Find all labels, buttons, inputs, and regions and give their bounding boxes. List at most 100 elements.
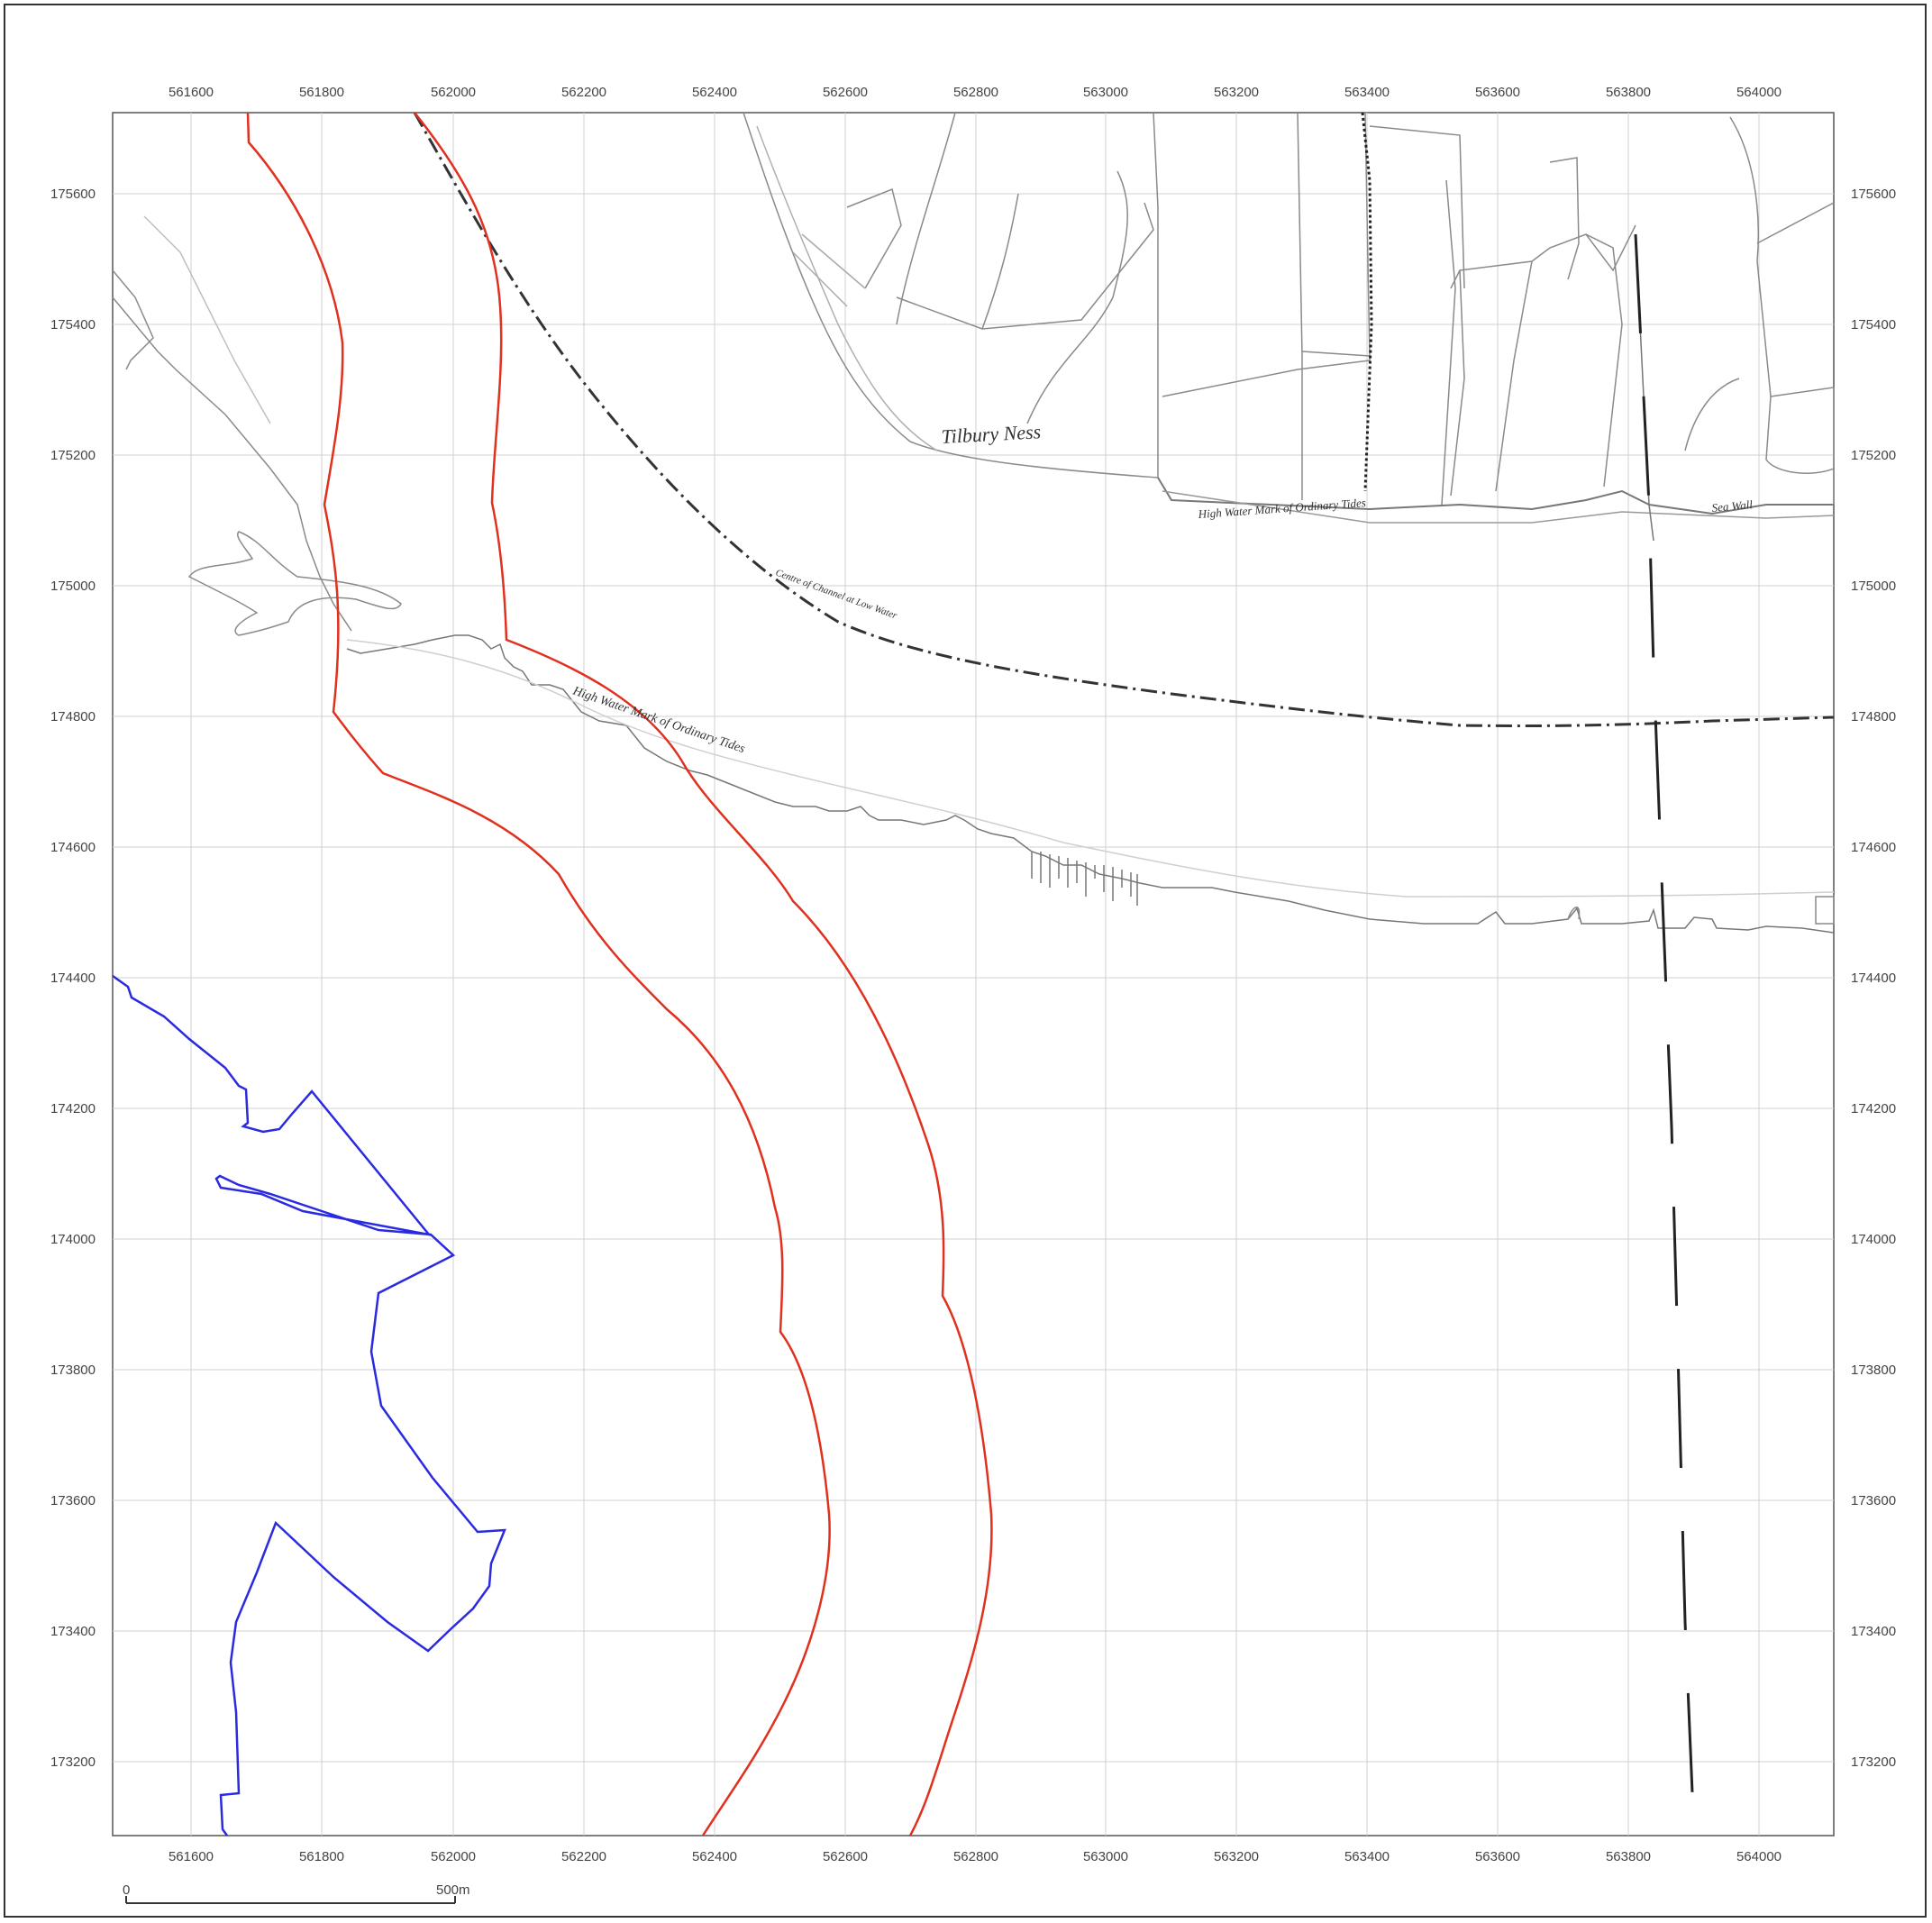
y-tick-right: 173400 xyxy=(1851,1624,1896,1639)
map-area xyxy=(112,112,1835,1836)
blue-boundary xyxy=(112,974,506,1836)
field-boundary xyxy=(1684,378,1740,451)
map-frame xyxy=(4,4,1927,1918)
x-tick-top: 562600 xyxy=(823,85,868,100)
north-hwm-line xyxy=(1162,490,1835,524)
y-tick-right: 174400 xyxy=(1851,971,1896,986)
x-tick-bottom: 563000 xyxy=(1083,1849,1128,1864)
x-tick-bottom: 562600 xyxy=(823,1849,868,1864)
field-boundary xyxy=(1765,396,1835,474)
field-boundary xyxy=(1549,157,1580,280)
sea-wall-label: Sea Wall xyxy=(1711,497,1754,515)
x-tick-bottom: 564000 xyxy=(1736,1849,1782,1864)
x-tick-top: 563400 xyxy=(1344,85,1390,100)
field-boundary xyxy=(1585,233,1623,488)
field-boundary xyxy=(1026,170,1128,424)
x-tick-top: 562200 xyxy=(561,85,606,100)
hatched-area xyxy=(792,251,848,307)
y-tick-left: 173400 xyxy=(50,1624,96,1639)
x-tick-bottom: 563800 xyxy=(1606,1849,1651,1864)
boundary-dotted-line xyxy=(1361,112,1373,492)
field-boundary xyxy=(1297,112,1303,500)
x-tick-top: 564000 xyxy=(1736,85,1782,100)
red-boundary-west xyxy=(246,112,831,1836)
field-boundary xyxy=(1162,112,1371,397)
x-tick-bottom: 562000 xyxy=(431,1849,476,1864)
y-tick-right: 173200 xyxy=(1851,1754,1896,1770)
blue-boundary-line xyxy=(112,974,506,1836)
y-tick-right: 174600 xyxy=(1851,840,1896,855)
base-map-features xyxy=(743,112,1835,542)
y-tick-right: 175400 xyxy=(1851,317,1896,333)
y-tick-left: 175200 xyxy=(50,448,96,463)
y-tick-right: 175000 xyxy=(1851,579,1896,594)
east-structure xyxy=(1815,896,1835,925)
field-boundary xyxy=(1153,112,1159,478)
y-tick-left: 174600 xyxy=(50,840,96,855)
x-tick-top: 562800 xyxy=(953,85,998,100)
field-boundary xyxy=(981,193,1019,330)
x-tick-bottom: 563400 xyxy=(1344,1849,1390,1864)
bottom-x-axis: 561600 561800 562000 562200 562400 56260… xyxy=(169,1849,1782,1864)
north-sea-wall xyxy=(1157,477,1834,515)
dashed-boundary-line xyxy=(1634,233,1696,1836)
y-tick-left: 175400 xyxy=(50,317,96,333)
groynes xyxy=(1031,852,1138,906)
western-shore xyxy=(112,296,352,632)
y-tick-left: 173800 xyxy=(50,1363,96,1378)
x-tick-bottom: 562400 xyxy=(692,1849,737,1864)
west-jetty xyxy=(112,215,1835,934)
x-tick-bottom: 562800 xyxy=(953,1849,998,1864)
y-tick-right: 173600 xyxy=(1851,1493,1896,1508)
field-boundary xyxy=(846,187,902,289)
field-boundary xyxy=(1369,125,1465,289)
place-name-label: Tilbury Ness xyxy=(941,420,1042,448)
y-tick-right: 174000 xyxy=(1851,1232,1896,1247)
field-boundary xyxy=(1495,260,1533,492)
y-tick-right: 174800 xyxy=(1851,709,1896,725)
y-tick-right: 175200 xyxy=(1851,448,1896,463)
channel-centre-line xyxy=(413,112,1835,727)
field-boundary xyxy=(1450,269,1465,497)
x-tick-top: 563800 xyxy=(1606,85,1651,100)
x-tick-top: 562000 xyxy=(431,85,476,100)
scale-start-label: 0 xyxy=(123,1882,130,1898)
x-tick-top: 563000 xyxy=(1083,85,1128,100)
y-tick-left: 175000 xyxy=(50,579,96,594)
x-tick-top: 561800 xyxy=(299,85,344,100)
small-inlet xyxy=(1567,907,1581,920)
x-tick-top: 563600 xyxy=(1475,85,1520,100)
y-tick-left: 174400 xyxy=(50,971,96,986)
x-tick-bottom: 563200 xyxy=(1214,1849,1259,1864)
red-boundary-east xyxy=(414,112,993,1836)
hatched-area xyxy=(801,233,866,289)
scale-end-label: 500m xyxy=(436,1882,470,1898)
north-shore-line xyxy=(743,112,1159,478)
left-y-axis: 175600 175400 175200 175000 174800 17460… xyxy=(50,187,96,1770)
field-boundary xyxy=(1301,351,1371,357)
south-hwm-line xyxy=(346,639,1835,898)
field-boundary xyxy=(1441,179,1456,506)
x-tick-bottom: 561600 xyxy=(169,1849,214,1864)
north-shore-inner xyxy=(756,125,938,451)
x-tick-top: 561600 xyxy=(169,85,214,100)
red-boundaries xyxy=(246,112,993,1836)
field-boundary xyxy=(896,112,956,325)
scale-bar: 0 500m xyxy=(123,1882,470,1904)
x-tick-bottom: 563600 xyxy=(1475,1849,1520,1864)
x-tick-top: 563200 xyxy=(1214,85,1259,100)
western-shore-faint xyxy=(143,215,271,424)
y-tick-right: 175600 xyxy=(1851,187,1896,202)
y-tick-left: 173600 xyxy=(50,1493,96,1508)
jetty-outline xyxy=(187,531,402,636)
y-tick-left: 173200 xyxy=(50,1754,96,1770)
creek-outline xyxy=(112,269,154,370)
x-tick-bottom: 562200 xyxy=(561,1849,606,1864)
top-x-axis: 561600 561800 562000 562200 562400 56260… xyxy=(169,85,1782,100)
x-tick-top: 562400 xyxy=(692,85,737,100)
x-tick-bottom: 561800 xyxy=(299,1849,344,1864)
y-tick-left: 174800 xyxy=(50,709,96,725)
right-y-axis: 175600 175400 175200 175000 174800 17460… xyxy=(1851,187,1896,1770)
field-boundary xyxy=(896,202,1154,330)
